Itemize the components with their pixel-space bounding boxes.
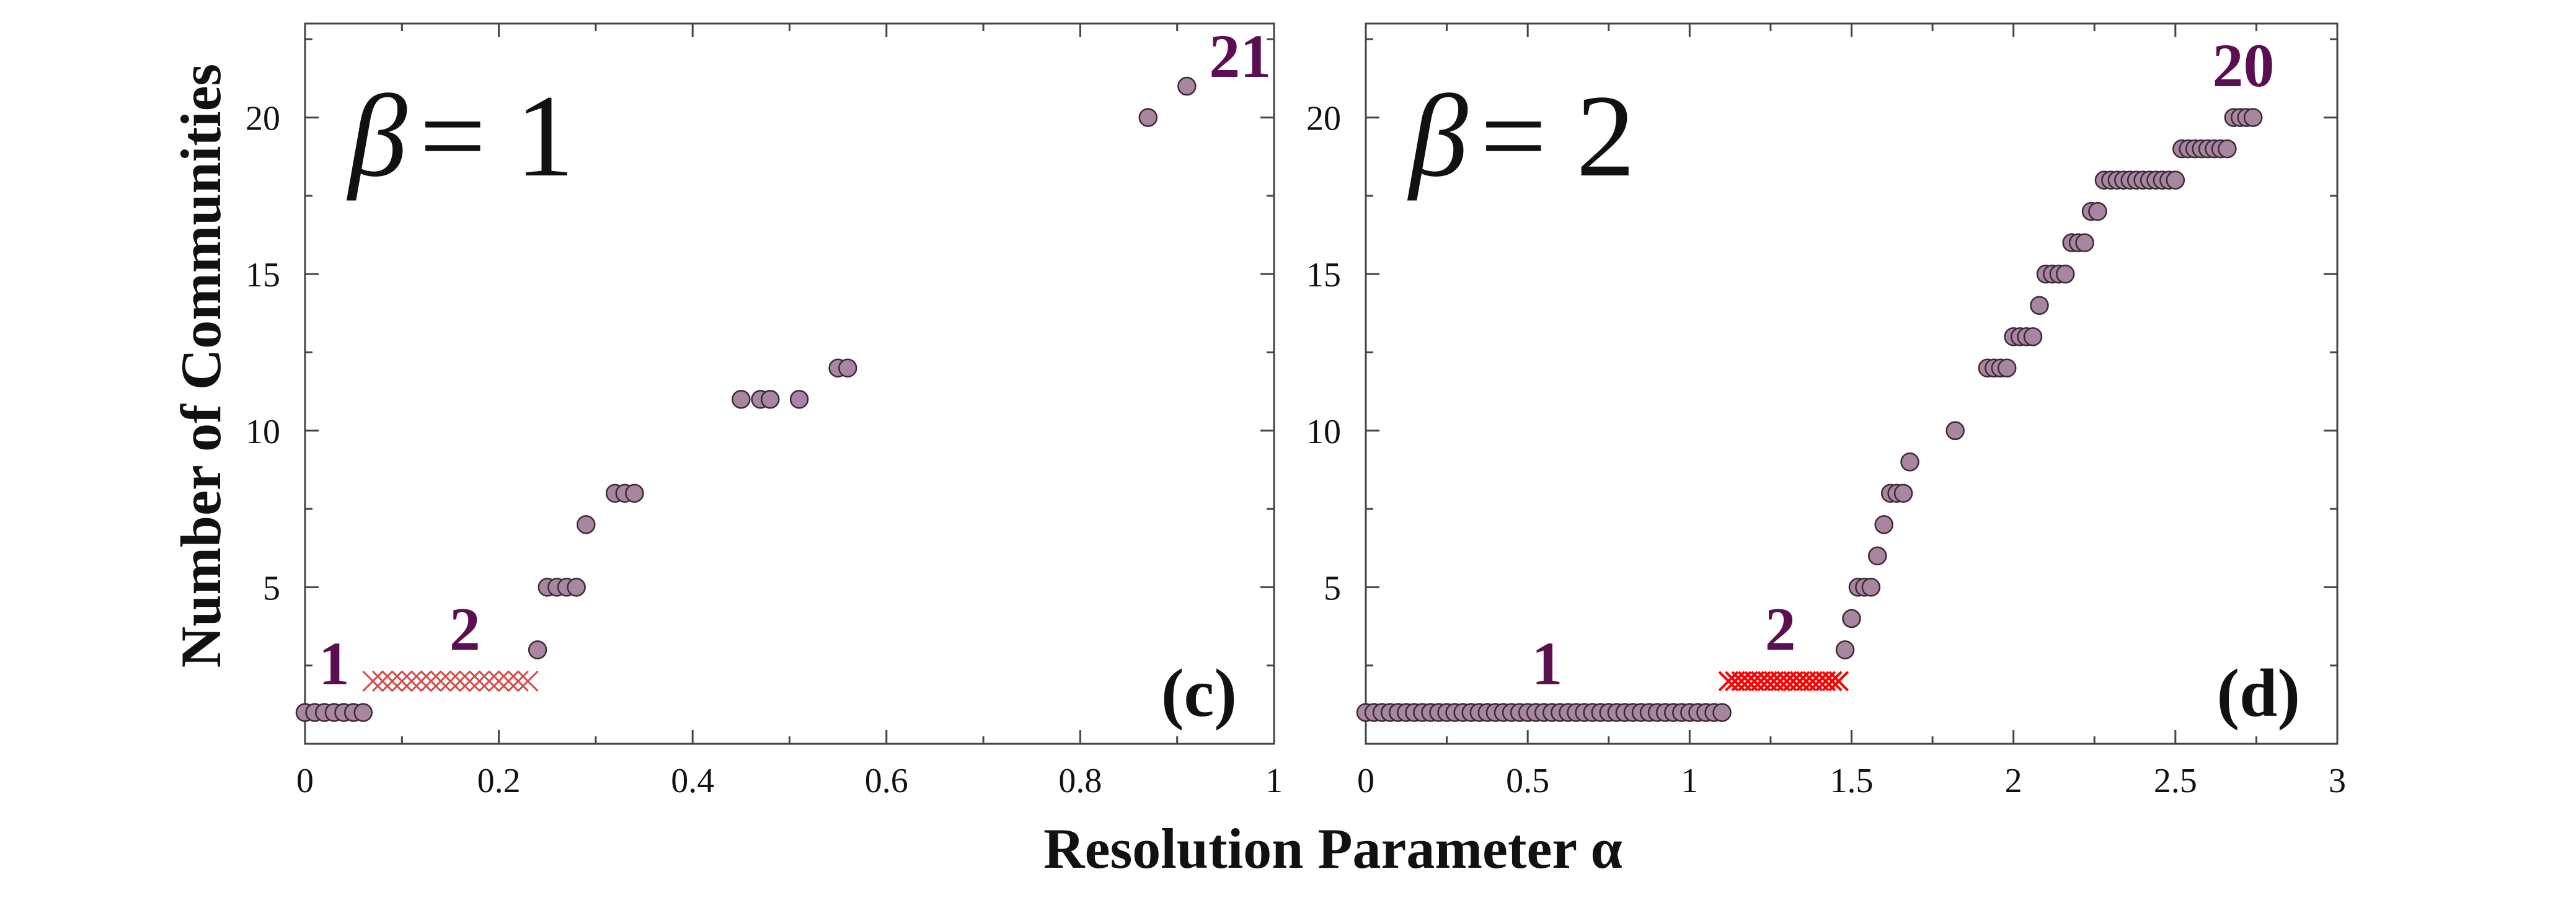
beta-label-c: β = 1	[346, 71, 574, 201]
data-point-d	[1874, 515, 1893, 534]
data-point-d	[1945, 421, 1965, 441]
cross-marker-c	[469, 670, 490, 692]
data-point-d	[2243, 108, 2263, 127]
data-point-c	[1138, 108, 1158, 127]
beta-equation-d: = 2	[1481, 71, 1635, 201]
data-point-d	[1893, 483, 1913, 503]
y-tick-label-d: 5	[1324, 569, 1341, 607]
cross-marker-c	[478, 670, 500, 692]
cross-marker-c	[401, 670, 422, 692]
data-point-c	[1177, 76, 1197, 96]
data-point-d	[2055, 264, 2075, 284]
x-tick-label-c: 0.6	[865, 762, 908, 800]
data-point-d	[2088, 201, 2107, 221]
data-point-d	[2023, 327, 2043, 346]
data-point-d	[1868, 546, 1887, 566]
data-point-d	[1900, 452, 1919, 472]
panel-tag-d: (d)	[2217, 655, 2300, 731]
beta-symbol-c: β	[346, 71, 407, 201]
annotation-d: 20	[2213, 31, 2275, 100]
y-tick-label-d: 15	[1306, 256, 1341, 294]
cross-marker-d	[1828, 671, 1849, 692]
panel-tag-c: (c)	[1161, 655, 1237, 731]
panel-d: 0 0.5 1 1.5 2 2.5 3 5 10 15 20 1 2 20 β = 2 (d)	[1306, 22, 2346, 800]
data-point-c	[528, 640, 547, 660]
data-point-c	[789, 390, 809, 409]
data-point-c	[353, 703, 373, 722]
y-tick-label-c: 10	[246, 413, 280, 451]
y-tick-label-d: 10	[1306, 413, 1341, 451]
x-tick-label-c: 1	[1265, 762, 1283, 800]
cross-marker-c	[430, 670, 451, 692]
cross-marker-c	[381, 670, 403, 692]
beta-label-d: β = 2	[1407, 71, 1635, 201]
x-tick-label-d: 2.5	[2154, 762, 2197, 800]
data-point-c	[760, 390, 780, 409]
data-point-c	[577, 515, 596, 534]
data-point-d	[2075, 233, 2094, 252]
cross-marker-c	[498, 670, 520, 692]
cross-marker-c	[459, 670, 480, 692]
cross-marker-c	[420, 670, 442, 692]
y-tick-label-c: 15	[246, 256, 280, 294]
data-point-d	[1712, 703, 1732, 722]
x-tick-label-d: 1	[1681, 762, 1698, 800]
data-point-d	[1835, 640, 1855, 660]
x-tick-label-d: 3	[2329, 762, 2346, 800]
cross-marker-c	[488, 670, 510, 692]
data-point-d	[2218, 139, 2237, 159]
cross-marker-c	[440, 670, 461, 692]
x-tick-label-d: 2	[2005, 762, 2022, 800]
x-tick-label-d: 1.5	[1830, 762, 1874, 800]
x-tick-label-c: 0.4	[671, 762, 714, 800]
annotation-c: 1	[319, 629, 350, 698]
cross-marker-c	[362, 670, 384, 692]
y-tick-label-c: 20	[246, 100, 280, 138]
annotation-c: 21	[1209, 22, 1271, 90]
x-tick-label-c: 0.8	[1058, 762, 1102, 800]
data-point-c	[838, 358, 857, 377]
annotation-c: 2	[449, 594, 480, 663]
y-tick-label-d: 20	[1306, 100, 1341, 138]
x-tick-label-d: 0	[1357, 762, 1374, 800]
x-tick-label-c: 0.2	[477, 762, 521, 800]
y-axis-title: Number of Communities	[169, 64, 232, 668]
cross-marker-c	[410, 670, 432, 692]
annotation-d: 1	[1532, 629, 1563, 698]
data-point-d	[1997, 358, 2017, 377]
cross-marker-d	[1821, 671, 1843, 692]
x-tick-label-d: 0.5	[1506, 762, 1549, 800]
beta-symbol-d: β	[1407, 71, 1468, 201]
y-tick-label-c: 5	[263, 569, 280, 607]
cross-marker-c	[517, 670, 539, 692]
cross-marker-c	[371, 670, 394, 692]
data-point-d	[1842, 609, 1861, 629]
data-point-d	[1861, 578, 1881, 597]
data-point-c	[732, 390, 751, 409]
data-point-c	[625, 483, 644, 503]
data-point-d	[2166, 170, 2185, 190]
annotation-d: 2	[1765, 594, 1796, 663]
data-point-c	[567, 578, 586, 597]
x-axis-title: Resolution Parameter α	[1043, 817, 1622, 880]
cross-marker-c	[449, 670, 471, 692]
data-point-d	[2030, 296, 2049, 315]
cross-marker-c	[391, 670, 413, 692]
cross-marker-c	[507, 670, 529, 692]
beta-equation-c: = 1	[420, 71, 575, 201]
x-tick-label-c: 0	[296, 762, 314, 800]
